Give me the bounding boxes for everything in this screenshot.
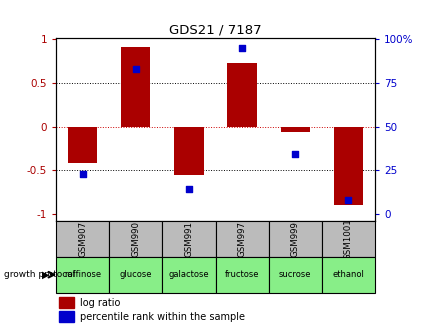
Bar xyxy=(215,221,268,257)
Point xyxy=(344,197,351,202)
Point xyxy=(238,45,245,51)
Bar xyxy=(68,127,97,163)
Point xyxy=(132,66,139,72)
Bar xyxy=(109,257,162,293)
Text: glucose: glucose xyxy=(119,270,152,279)
Text: GSM999: GSM999 xyxy=(290,221,299,257)
Bar xyxy=(268,257,321,293)
Bar xyxy=(162,257,215,293)
Text: GSM1001: GSM1001 xyxy=(343,218,352,260)
Text: log ratio: log ratio xyxy=(80,298,120,308)
Bar xyxy=(321,257,374,293)
Point xyxy=(79,171,86,176)
Text: GSM991: GSM991 xyxy=(184,221,193,257)
Bar xyxy=(321,221,374,257)
Bar xyxy=(227,63,256,127)
Text: growth protocol: growth protocol xyxy=(4,270,76,279)
Point xyxy=(185,187,192,192)
Text: ▶: ▶ xyxy=(41,270,49,280)
Text: raffinose: raffinose xyxy=(64,270,101,279)
Bar xyxy=(333,127,362,205)
Bar xyxy=(56,257,109,293)
Text: sucrose: sucrose xyxy=(278,270,311,279)
Bar xyxy=(268,221,321,257)
Text: percentile rank within the sample: percentile rank within the sample xyxy=(80,312,244,322)
Bar xyxy=(174,127,203,175)
Text: GSM907: GSM907 xyxy=(78,221,87,257)
Text: GSM990: GSM990 xyxy=(131,221,140,257)
Bar xyxy=(109,221,162,257)
Text: galactose: galactose xyxy=(168,270,209,279)
Bar xyxy=(280,127,309,132)
Bar xyxy=(56,221,109,257)
Text: GSM997: GSM997 xyxy=(237,221,246,257)
Bar xyxy=(215,257,268,293)
Bar xyxy=(59,297,74,308)
Bar xyxy=(59,311,74,322)
Text: ethanol: ethanol xyxy=(332,270,363,279)
Title: GDS21 / 7187: GDS21 / 7187 xyxy=(169,24,261,36)
Point xyxy=(291,152,298,157)
Text: fructose: fructose xyxy=(224,270,259,279)
Bar xyxy=(162,221,215,257)
Bar xyxy=(121,47,150,127)
